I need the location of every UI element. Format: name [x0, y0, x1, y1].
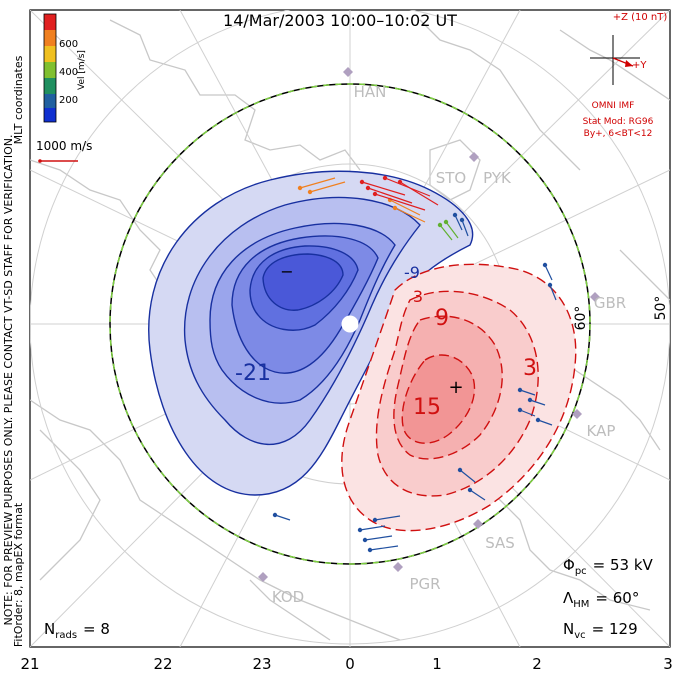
station-pgr: PGR [409, 575, 440, 593]
station-pyk: PYK [483, 169, 512, 187]
imf-y-label: +Y [632, 60, 647, 71]
imf-condition: By+, 6<BT<12 [584, 129, 653, 139]
mlt-axis: 21 22 23 0 1 2 3 [20, 655, 672, 673]
lat-label-60: 60° [573, 306, 589, 331]
station-han: HAN [354, 83, 387, 101]
stats: Nrads = 8 Φpc = 53 kV ΛHM = 60° Nvc = 129 [44, 556, 654, 641]
mlt-tick-22: 22 [153, 655, 172, 673]
station-labels: HAN STO PYK GBR KAP SAS PGR KOD [272, 83, 626, 606]
n-rads: Nrads = 8 [44, 620, 110, 641]
imf-clock: +Z (10 nT) +Y OMNI IMF Stat Mod: RG96 By… [583, 12, 668, 139]
colorbar-tick-200: 200 [59, 95, 78, 106]
contour-label-9: 9 [435, 306, 449, 331]
imf-model: Stat Mod: RG96 [583, 117, 654, 127]
contour-label-neg21: -21 [235, 361, 271, 386]
mlt-tick-0: 0 [345, 655, 355, 673]
scale-vector-label: 1000 m/s [36, 139, 92, 153]
boundary-dash-overlay [109, 83, 591, 565]
contour-label-3-upper: 3 [413, 287, 423, 306]
station-gbr: GBR [594, 294, 626, 312]
station-kod: KOD [272, 588, 304, 606]
scale-vector-origin [38, 159, 42, 163]
fit-order-note: FitOrder: 8, mapEX format [12, 502, 25, 647]
velocity-colorbar: 600 400 200 Vel [m/s] [43, 13, 87, 123]
mlt-tick-23: 23 [252, 655, 271, 673]
imf-source: OMNI IMF [592, 101, 635, 111]
mlt-tick-3: 3 [663, 655, 673, 673]
potential-maximum-marker: + [448, 377, 463, 398]
n-vc: Nvc = 129 [563, 620, 638, 641]
mlt-tick-2: 2 [532, 655, 542, 673]
colorbar-label: Vel [m/s] [77, 50, 87, 90]
station-markers [258, 67, 600, 582]
negative-potential-cell: − [148, 170, 474, 496]
mlt-tick-21: 21 [20, 655, 39, 673]
velocity-vectors [272, 175, 557, 553]
colorbar-tick-600: 600 [59, 39, 78, 50]
colorbar-tick-400: 400 [59, 67, 78, 78]
contour-label-3-lower: 3 [523, 356, 537, 381]
station-sas: SAS [485, 534, 515, 552]
contour-labels: -21 -9 3 9 15 3 [235, 263, 537, 420]
positive-potential-cell: + [341, 263, 577, 532]
imf-z-label: +Z (10 nT) [613, 12, 668, 23]
preview-note: NOTE: FOR PREVIEW PURPOSES ONLY. PLEASE … [2, 134, 15, 625]
map-title: 14/Mar/2003 10:00–10:02 UT [223, 11, 457, 30]
potential-minimum-marker: − [280, 262, 293, 281]
phi-pc: Φpc = 53 kV [563, 556, 654, 577]
lambda-hm: ΛHM = 60° [563, 589, 639, 610]
mlt-tick-1: 1 [432, 655, 442, 673]
mlt-coordinates-note: MLT coordinates [12, 55, 25, 144]
contour-label-15: 15 [413, 395, 441, 420]
pole-marker [341, 315, 359, 333]
lat-label-50: 50° [653, 296, 669, 321]
contour-label-neg9: -9 [404, 263, 420, 282]
station-kap: KAP [587, 422, 616, 440]
station-sto: STO [436, 169, 467, 187]
